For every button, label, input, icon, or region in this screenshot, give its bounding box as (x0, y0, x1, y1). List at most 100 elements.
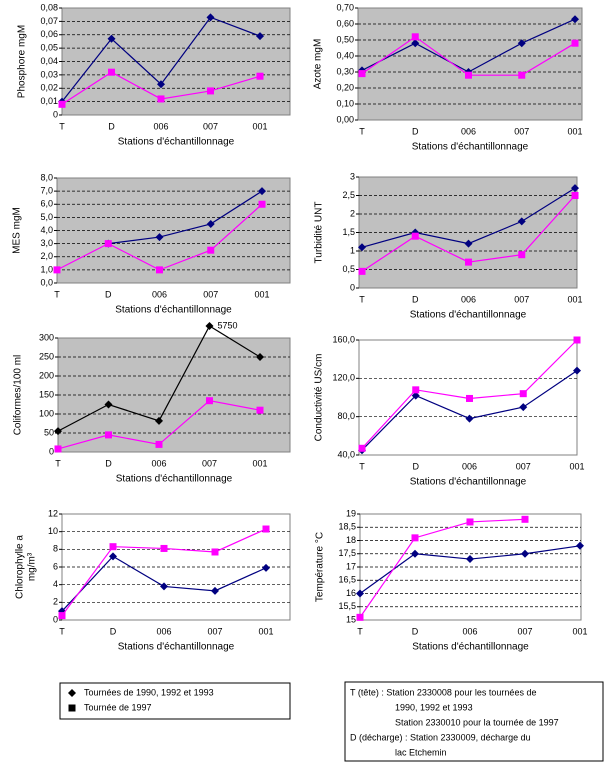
x-tick-label: T (59, 626, 65, 636)
y-axis-label: Température °C (315, 532, 326, 602)
x-axis-label: Stations d'échantillonnage (118, 642, 235, 653)
marker (465, 414, 474, 423)
marker (211, 548, 219, 556)
x-tick-label: 006 (156, 626, 171, 636)
plot-area (357, 7, 583, 121)
x-tick-label: T (54, 289, 60, 299)
marker (256, 32, 264, 41)
y-tick-label: 0,60 (336, 18, 354, 28)
marker (105, 431, 112, 439)
x-tick-label: T (55, 458, 61, 468)
plot-area (61, 7, 291, 116)
y-tick-label: 0,50 (336, 34, 354, 44)
y-tick-label: 50 (44, 427, 54, 437)
marker (411, 232, 419, 240)
y-tick-label: 1,5 (342, 227, 355, 237)
x-tick-label: 001 (569, 461, 584, 471)
y-tick-label: 0,08 (40, 2, 58, 12)
x-tick-label: 006 (462, 461, 477, 471)
y-tick-label: 0,40 (336, 50, 354, 60)
marker (464, 239, 473, 248)
marker (53, 266, 61, 274)
y-tick-label: 120,0 (332, 373, 355, 383)
x-tick-label: 006 (153, 121, 168, 131)
marker (155, 440, 163, 448)
marker (258, 187, 266, 196)
marker (256, 353, 264, 361)
x-axis-label: Stations d'échantillonnage (116, 474, 233, 485)
marker (411, 534, 419, 542)
marker (68, 689, 76, 697)
x-tick-label: T (59, 121, 65, 131)
y-tick-label: 16 (346, 588, 356, 598)
y-tick-label: 15,5 (338, 601, 356, 611)
marker (155, 416, 163, 425)
y-tick-label: 0 (49, 446, 54, 456)
marker (466, 518, 474, 526)
marker (205, 322, 214, 330)
y-tick-label: 160,0 (332, 334, 355, 344)
marker (411, 39, 420, 48)
y-tick-label: 5,0 (40, 212, 53, 222)
y-tick-label: 18,5 (338, 522, 356, 532)
marker (104, 400, 113, 409)
x-tick-label: 001 (258, 626, 273, 636)
x-tick-label: 007 (516, 461, 531, 471)
x-tick-label: 006 (151, 458, 166, 468)
marker (258, 200, 266, 208)
x-tick-label: 006 (152, 289, 167, 299)
y-tick-label: 17,5 (338, 548, 356, 558)
y-tick-label: 0 (53, 614, 58, 624)
legend-label: Tournées de 1990, 1992 et 1993 (84, 687, 214, 697)
marker (521, 515, 529, 523)
marker (207, 87, 214, 95)
x-axis-label: Stations d'échantillonnage (115, 305, 232, 316)
marker (206, 13, 215, 22)
marker (573, 366, 581, 375)
y-tick-label: 2,0 (40, 251, 53, 261)
x-tick-label: D (413, 461, 420, 471)
marker (519, 390, 527, 398)
marker (262, 563, 270, 572)
y-tick-label: 2 (53, 597, 58, 607)
marker (207, 246, 215, 254)
marker (412, 386, 420, 394)
marker (157, 80, 165, 89)
marker (573, 336, 581, 344)
marker (155, 233, 164, 242)
x-tick-label: 007 (203, 289, 218, 299)
marker (156, 266, 163, 274)
x-tick-label: 001 (252, 121, 267, 131)
y-tick-label: 250 (39, 351, 54, 361)
marker (358, 267, 366, 275)
x-tick-label: 001 (252, 458, 267, 468)
y-tick-label: 0 (53, 109, 58, 119)
x-tick-label: T (359, 294, 365, 304)
y-tick-label: 3,0 (40, 238, 53, 248)
note-line: lac Etchemin (395, 747, 447, 757)
marker (206, 219, 215, 228)
x-tick-label: 007 (517, 626, 532, 636)
legend-label: Tournée de 1997 (84, 702, 152, 712)
x-tick-label: 006 (462, 626, 477, 636)
y-tick-label: 0,30 (336, 66, 354, 76)
marker (206, 397, 213, 405)
marker (411, 549, 419, 558)
marker (54, 445, 62, 453)
marker (466, 394, 473, 402)
marker (518, 71, 526, 79)
y-tick-label: 100 (39, 408, 54, 418)
x-tick-label: 006 (461, 126, 476, 136)
y-tick-label: 0,5 (342, 264, 355, 274)
y-tick-label: 17 (346, 561, 356, 571)
marker (58, 612, 66, 620)
x-tick-label: 007 (514, 294, 529, 304)
marker (571, 192, 579, 199)
marker (54, 427, 62, 436)
y-tick-label: 150 (39, 389, 54, 399)
data-label: 5750 (218, 320, 238, 330)
marker (109, 552, 117, 561)
x-tick-label: 001 (572, 626, 587, 636)
y-tick-label: 18 (346, 535, 356, 545)
